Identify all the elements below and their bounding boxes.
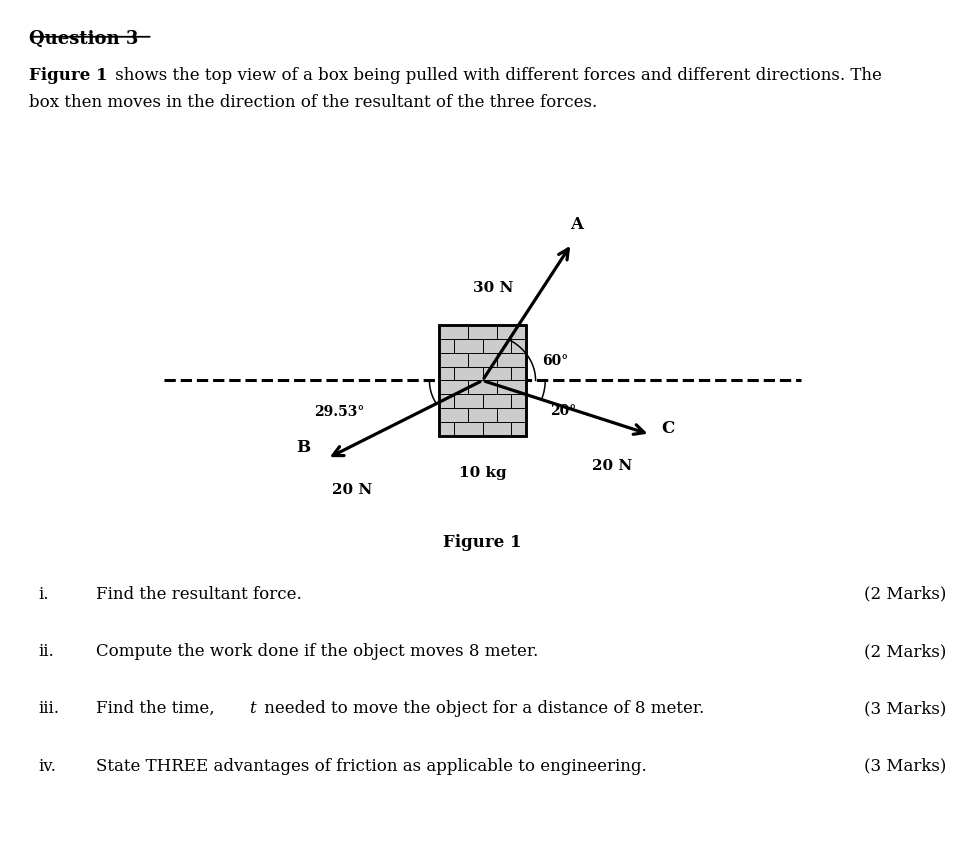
Text: shows the top view of a box being pulled with different forces and different dir: shows the top view of a box being pulled… <box>110 67 882 84</box>
Text: B: B <box>296 439 310 456</box>
Text: Find the resultant force.: Find the resultant force. <box>96 586 302 603</box>
Text: Find the time,: Find the time, <box>96 700 220 717</box>
Text: (3 Marks): (3 Marks) <box>864 700 946 717</box>
Text: 20 N: 20 N <box>593 459 633 474</box>
Text: 10 kg: 10 kg <box>458 466 507 481</box>
Text: A: A <box>570 216 583 233</box>
Text: i.: i. <box>39 586 49 603</box>
Text: iv.: iv. <box>39 758 57 775</box>
Text: (2 Marks): (2 Marks) <box>864 643 946 660</box>
Text: Figure 1: Figure 1 <box>443 534 522 551</box>
Bar <box>439 325 526 436</box>
Text: 20°: 20° <box>550 404 576 418</box>
Text: box then moves in the direction of the resultant of the three forces.: box then moves in the direction of the r… <box>29 94 597 111</box>
Text: 20 N: 20 N <box>332 483 372 498</box>
Bar <box>439 325 526 436</box>
Text: (3 Marks): (3 Marks) <box>864 758 946 775</box>
Text: Question 3: Question 3 <box>29 30 138 48</box>
Text: C: C <box>661 420 675 437</box>
Text: t: t <box>249 700 256 717</box>
Text: (2 Marks): (2 Marks) <box>864 586 946 603</box>
Text: 30 N: 30 N <box>473 281 513 296</box>
Text: ii.: ii. <box>39 643 54 660</box>
Text: needed to move the object for a distance of 8 meter.: needed to move the object for a distance… <box>259 700 703 717</box>
Text: 29.53°: 29.53° <box>314 405 364 420</box>
Text: iii.: iii. <box>39 700 60 717</box>
Text: Figure 1: Figure 1 <box>29 67 107 84</box>
Text: State THREE advantages of friction as applicable to engineering.: State THREE advantages of friction as ap… <box>96 758 648 775</box>
Text: Compute the work done if the object moves 8 meter.: Compute the work done if the object move… <box>96 643 538 660</box>
Text: 60°: 60° <box>542 354 568 369</box>
